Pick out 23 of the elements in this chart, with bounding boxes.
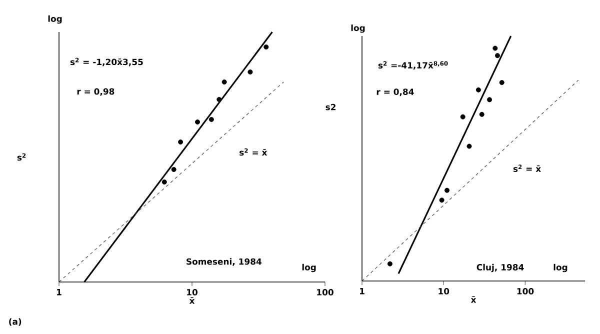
annotation: log [302, 264, 316, 272]
annotation: s$^{2}$ =-41,17x̄$^{8,60}$ [378, 61, 448, 70]
x-tick-label: 10 [187, 289, 198, 296]
x-tick-label: 1 [360, 288, 364, 294]
x-axis-title: x̄ [470, 296, 476, 303]
text: s$^{2}$ = x̄ [513, 164, 541, 172]
x-tick-label: 100 [517, 288, 534, 294]
text: log [351, 24, 365, 33]
text: log [48, 15, 62, 24]
annotation: Someseni, 1984 [186, 258, 262, 266]
annotation: Cluj, 1984 [476, 264, 524, 272]
x-axis-title: x̄ [189, 297, 195, 304]
annotation: log [554, 264, 568, 272]
y-axis-title: s2 [326, 104, 336, 110]
annotation: s$^{2}$ = -1,20x̄3,55 [70, 58, 143, 66]
annotation: r = 0,98 [77, 88, 114, 96]
x-tick-label: 10 [438, 288, 450, 294]
y-axis-title: s$^{2}$ [17, 153, 26, 161]
text: s$^{2}$ = x̄ [240, 148, 268, 156]
text: (a) [9, 318, 22, 326]
annotation: r = 0,84 [376, 88, 414, 96]
x-tick-label: 1 [57, 289, 62, 296]
x-tick-label: 100 [317, 289, 334, 296]
